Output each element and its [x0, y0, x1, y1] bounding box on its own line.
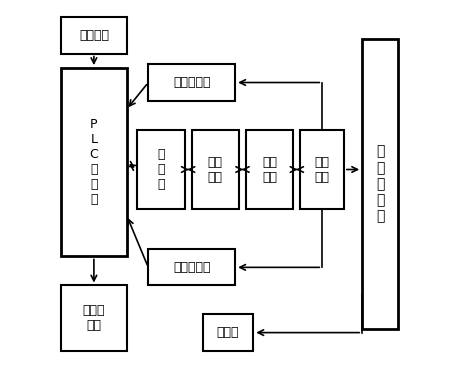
Text: P
L
C
控
制
器: P L C 控 制 器 — [89, 118, 98, 206]
Bar — [148, 64, 235, 100]
Bar — [192, 130, 238, 209]
Text: 驱
动
器: 驱 动 器 — [157, 148, 164, 191]
Bar — [61, 17, 126, 53]
Bar — [61, 286, 126, 351]
Text: 支撑
推杆: 支撑 推杆 — [314, 156, 329, 184]
Text: 扭矩传感器: 扭矩传感器 — [172, 76, 210, 89]
Text: 传动
机构: 传动 机构 — [262, 156, 277, 184]
Text: 控制开关: 控制开关 — [79, 29, 109, 42]
Text: 声光报
警器: 声光报 警器 — [82, 304, 105, 332]
Bar — [148, 249, 235, 286]
Bar — [202, 315, 253, 351]
Text: 压力传感器: 压力传感器 — [172, 261, 210, 274]
Text: 水平仪: 水平仪 — [216, 326, 239, 339]
Text: 精
密
播
种
机: 精 密 播 种 机 — [375, 145, 384, 223]
Bar — [61, 68, 126, 256]
Bar — [246, 130, 293, 209]
Bar — [361, 39, 398, 329]
Bar — [300, 130, 343, 209]
Bar — [137, 130, 184, 209]
Text: 伺服
电机: 伺服 电机 — [207, 156, 222, 184]
